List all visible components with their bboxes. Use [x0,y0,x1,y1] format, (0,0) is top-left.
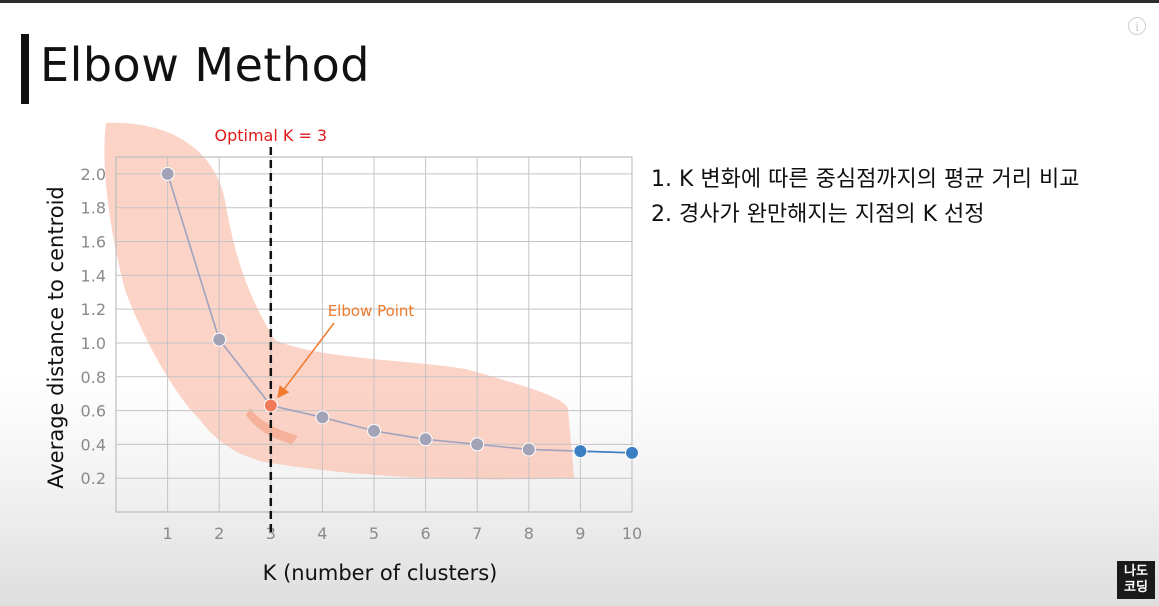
x-tick-label: 1 [163,524,173,543]
x-tick-label: 6 [421,524,431,543]
x-axis-label: K (number of clusters) [263,561,498,585]
data-point [212,332,227,347]
y-tick-label: 1.8 [81,199,106,218]
x-tick-label: 3 [266,524,276,543]
y-tick-label: 1.6 [81,233,106,252]
annotations: Elbow Point [277,302,415,399]
y-tick-labels: 0.2 0.4 0.6 0.8 1.0 1.2 1.4 1.6 1.8 2.0 [81,165,106,488]
y-tick-label: 1.4 [81,266,106,285]
series-tail-segment [580,450,633,454]
highlight-region [104,122,574,480]
x-tick-label: 7 [472,524,482,543]
optimal-k-marker: Optimal K = 3 [214,126,327,534]
x-tick-label: 10 [622,524,642,543]
notes-list: 1. K 변화에 따른 중심점까지의 평균 거리 비교 2. 경사가 완만해지는… [651,162,1079,232]
title-accent-bar [21,34,29,104]
data-point [418,432,433,447]
x-tick-label: 5 [369,524,379,543]
y-tick-label: 2.0 [81,165,106,184]
elbow-point-label: Elbow Point [328,302,415,320]
data-point-tail [625,445,639,460]
y-tick-label: 1.0 [81,334,106,353]
y-axis-label: Average distance to centroid [44,186,68,489]
channel-logo: 나도 코딩 [1117,561,1155,599]
elbow-point [263,398,278,413]
highlight-stroke [246,408,298,444]
elbow-arrow [277,322,335,399]
data-point [470,437,485,452]
page-title: Elbow Method [40,38,370,92]
x-tick-label: 2 [214,524,224,543]
data-point [367,423,381,438]
y-tick-label: 0.6 [81,402,106,421]
series-polyline [166,173,633,454]
y-tick-label: 0.2 [81,469,106,488]
top-border [0,0,1159,3]
data-point [315,410,330,425]
x-tick-label: 8 [524,524,534,543]
optimal-k-label: Optimal K = 3 [214,126,327,145]
y-tick-label: 0.4 [81,435,106,454]
data-point-tail [573,444,588,459]
x-tick-label: 9 [575,524,585,543]
y-tick-label: 0.8 [81,368,106,387]
note-item-2: 2. 경사가 완만해지는 지점의 K 선정 [651,202,985,227]
data-point [160,166,175,181]
x-tick-labels: 1 2 3 4 5 6 7 8 9 10 [163,524,643,543]
y-tick-label: 1.2 [81,300,106,319]
x-tick-label: 4 [317,524,327,543]
series-line [166,173,633,454]
data-point [521,442,536,457]
data-points [160,166,639,460]
info-icon[interactable]: i [1128,17,1146,35]
note-item-1: 1. K 변화에 따른 중심점까지의 평균 거리 비교 [651,167,1080,192]
highlight-blob [104,122,574,480]
